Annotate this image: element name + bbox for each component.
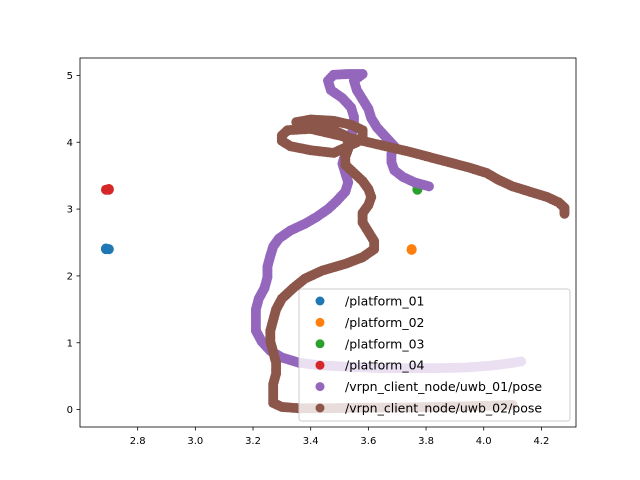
x-tick-label: 4.0 [476, 436, 492, 447]
legend-marker [315, 403, 325, 413]
y-tick-label: 3 [67, 205, 73, 216]
x-tick-label: 3.0 [187, 436, 203, 447]
data-point [406, 244, 417, 255]
x-tick-label: 4.2 [533, 436, 549, 447]
series-4 [100, 184, 114, 195]
legend-label: /platform_04 [345, 358, 425, 373]
legend-box [298, 288, 571, 422]
data-point [103, 244, 114, 255]
legend-label: /vrpn_client_node/uwb_01/pose [345, 379, 542, 394]
legend-label: /vrpn_client_node/uwb_02/pose [345, 401, 542, 416]
legend-marker [315, 317, 325, 327]
legend-marker [315, 360, 325, 370]
x-tick-label: 2.8 [130, 436, 146, 447]
series-1 [100, 243, 114, 255]
legend-label: /platform_01 [345, 294, 424, 309]
legend-label: /platform_02 [345, 315, 424, 330]
x-axis: 2.8 3.0 3.2 3.4 3.6 3.8 4.0 4.2 [130, 427, 549, 447]
legend-marker [315, 296, 325, 306]
series-2 [406, 244, 417, 255]
y-tick-label: 4 [67, 138, 73, 149]
data-point [100, 184, 111, 195]
y-axis: 0 1 2 3 4 5 [67, 71, 80, 416]
axes-frame [79, 57, 577, 428]
legend-marker [315, 382, 325, 392]
x-tick-label: 3.4 [303, 436, 319, 447]
x-tick-label: 3.2 [245, 436, 261, 447]
y-tick-label: 1 [67, 338, 73, 349]
y-tick-label: 2 [67, 272, 73, 283]
legend: /platform_01/platform_02/platform_03/pla… [298, 288, 571, 422]
y-tick-label: 5 [67, 71, 73, 82]
y-tick-label: 0 [67, 405, 73, 416]
legend-marker [315, 339, 325, 349]
x-tick-label: 3.6 [360, 436, 376, 447]
legend-label: /platform_03 [345, 336, 424, 351]
x-tick-label: 3.8 [418, 436, 434, 447]
